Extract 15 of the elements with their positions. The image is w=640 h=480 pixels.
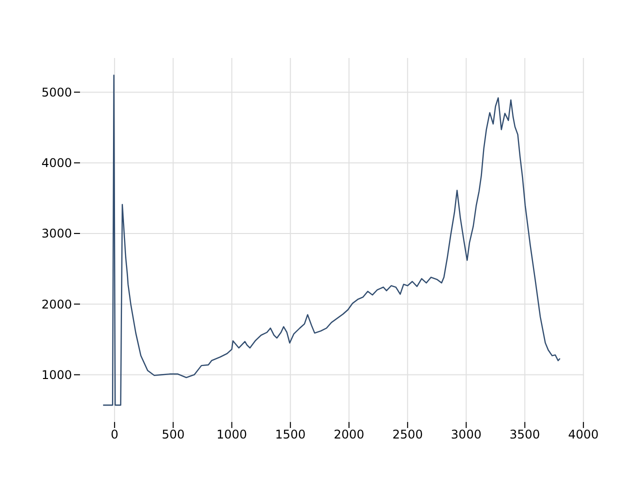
y-tick-label: 5000	[41, 85, 72, 100]
y-tick-label: 3000	[41, 226, 72, 241]
x-tick-label: 2500	[392, 428, 423, 442]
y-tick-label: 1000	[41, 368, 72, 382]
x-tick-label: 3500	[510, 428, 540, 442]
x-tick-label: 1000	[216, 428, 248, 442]
y-tick-label: 4000	[41, 156, 72, 170]
x-tick-label: 0	[110, 428, 118, 442]
x-tick-label: 4000	[568, 428, 599, 442]
y-tick-label: 2000	[41, 297, 72, 312]
x-tick-label: 500	[162, 428, 185, 442]
line-series	[102, 74, 561, 406]
x-tick-label: 2000	[334, 428, 364, 442]
x-tick-label: 3000	[450, 428, 482, 442]
x-tick-label: 1500	[275, 428, 306, 442]
